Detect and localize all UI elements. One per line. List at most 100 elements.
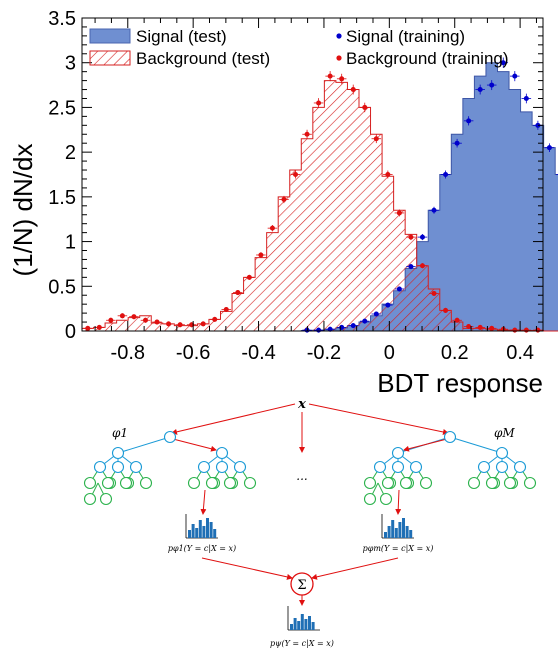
background-training-point — [293, 172, 299, 177]
hist-bar — [402, 518, 405, 538]
hist-bar — [290, 624, 293, 630]
tree-node — [399, 476, 413, 490]
prob-first-label: pφ1(Y = c|X = x) — [168, 544, 236, 553]
background-training-point — [246, 274, 252, 280]
x-tick-label: -0.4 — [241, 342, 275, 364]
flow-arrow — [311, 557, 399, 580]
legend-swatch-background-training — [336, 55, 342, 61]
tree-node — [223, 476, 237, 490]
background-training-point — [212, 316, 218, 322]
tree-node — [381, 476, 395, 490]
prob-final-label: pψ(Y = c|X = x) — [270, 639, 334, 648]
signal-training-point — [512, 73, 518, 79]
tree-node — [503, 476, 517, 490]
tree-node — [373, 460, 387, 474]
tree-node — [391, 460, 405, 474]
background-training-point — [154, 319, 160, 325]
signal-training-point — [327, 326, 333, 332]
background-training-point — [177, 322, 183, 328]
signal-training-point — [523, 95, 529, 101]
tree-first-label: φ1 — [112, 426, 128, 440]
tree-node — [197, 460, 211, 474]
hist-bar — [300, 614, 304, 630]
signal-training-point — [500, 60, 506, 66]
hist-bar — [297, 621, 301, 630]
y-tick-label: 1 — [65, 232, 76, 254]
background-training-point — [396, 210, 402, 216]
tree-node — [363, 476, 377, 490]
background-training-point — [281, 197, 287, 203]
tree-node — [163, 430, 177, 444]
hist-bar — [409, 530, 413, 538]
flow-arrow — [201, 557, 293, 580]
plot-area: 0 0.5 1 1.5 2 2.5 3 3.5 -0.8 -0.6 -0.4 -0.2 0 0.2 0.4 — [48, 8, 558, 364]
prob-last-label: pφm(Y = c|X = x) — [363, 544, 434, 553]
hist-bar — [198, 520, 202, 538]
background-training-point — [454, 317, 460, 323]
hist-bar — [209, 522, 213, 538]
root-input-label: x — [297, 397, 306, 412]
hist-bar — [304, 619, 308, 630]
legend-label-background-training: Background (training) — [346, 49, 509, 68]
x-tick-label: 0.4 — [506, 342, 534, 364]
tree-node — [101, 476, 115, 490]
ellipsis: ... — [296, 469, 307, 483]
tree-node — [111, 446, 125, 460]
background-training-point — [258, 252, 264, 258]
tree-node — [93, 460, 107, 474]
signal-training-point — [466, 118, 472, 124]
background-training-point — [500, 326, 506, 332]
background-training-point — [119, 313, 125, 319]
hist-bar — [394, 528, 398, 538]
background-training-point — [327, 73, 333, 79]
background-training-point — [304, 131, 310, 137]
tree-node — [83, 492, 97, 506]
hist-bar — [398, 522, 402, 538]
background-training-point — [431, 290, 437, 296]
tree-node — [523, 476, 537, 490]
tree-node — [83, 476, 97, 490]
tree-node — [391, 446, 405, 460]
x-tick-label: -0.2 — [307, 342, 341, 364]
tree-node — [119, 476, 133, 490]
background-training-point — [419, 263, 425, 269]
signal-training-point — [362, 318, 368, 324]
tree-node — [111, 460, 125, 474]
legend: Signal (test) Signal (training) Backgrou… — [89, 27, 509, 68]
hist-bar — [387, 526, 391, 538]
y-tick-label: 2.5 — [48, 97, 76, 119]
signal-training-point — [431, 207, 437, 213]
signal-training-point — [535, 122, 541, 128]
background-training-point — [200, 321, 206, 327]
x-tick-label: -0.6 — [176, 342, 210, 364]
tree-last-label: φM — [494, 426, 515, 440]
signal-training-point — [408, 264, 414, 270]
flow-arrow — [308, 403, 449, 435]
x-axis-title: BDT response — [377, 368, 543, 398]
background-training-point — [443, 307, 449, 313]
hist-bar — [293, 618, 297, 630]
tree-node — [243, 476, 257, 490]
hist-bar — [405, 526, 409, 538]
background-training-point — [385, 172, 391, 177]
tree-node — [443, 430, 457, 444]
tree-node — [363, 492, 377, 506]
tree-node — [485, 476, 499, 490]
background-training-point — [373, 136, 379, 142]
background-training-point — [131, 314, 137, 320]
signal-training-point — [454, 140, 460, 146]
tree-node — [99, 492, 113, 506]
flow-arrow — [395, 489, 402, 515]
signal-training-point — [385, 302, 391, 308]
tree-node — [477, 460, 491, 474]
legend-swatch-background-test — [89, 50, 131, 66]
tree-node — [513, 460, 527, 474]
sum-symbol: Σ — [297, 578, 306, 593]
legend-label-signal-training: Signal (training) — [346, 27, 465, 46]
signal-training-point — [477, 87, 483, 93]
background-training-point — [166, 321, 172, 327]
hist-bar — [311, 622, 315, 630]
tree-node — [495, 460, 509, 474]
y-tick-label: 1.5 — [48, 187, 76, 209]
legend-swatch-signal-test — [89, 28, 131, 44]
